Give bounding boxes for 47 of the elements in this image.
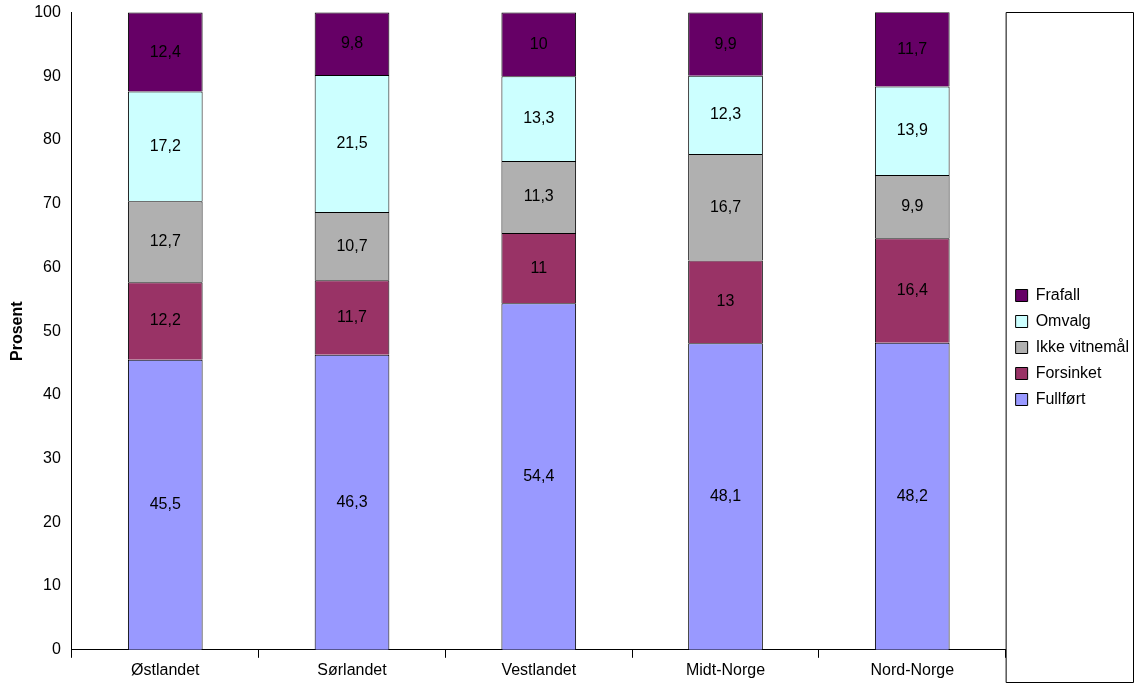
y-tick-label: 70 bbox=[43, 194, 61, 212]
x-tick-label: Nord-Norge bbox=[870, 660, 955, 678]
data-label: 11 bbox=[530, 258, 548, 276]
y-tick-label: 40 bbox=[43, 385, 61, 403]
data-label: 21,5 bbox=[336, 133, 368, 151]
data-label: 11,3 bbox=[523, 187, 554, 205]
legend-label: Frafall bbox=[1035, 285, 1081, 303]
data-label: 16,7 bbox=[709, 197, 742, 215]
data-label: 13,9 bbox=[896, 121, 928, 139]
x-tick-label: Vestlandet bbox=[501, 660, 577, 678]
y-tick-label: 80 bbox=[43, 130, 61, 148]
legend-label: Ikke vitnemål bbox=[1035, 337, 1130, 355]
data-label: 17,2 bbox=[149, 136, 181, 154]
data-label: 13,3 bbox=[523, 109, 555, 127]
data-label: 11,7 bbox=[337, 307, 368, 325]
x-tick-label: Østlandet bbox=[131, 660, 201, 678]
data-label: 16,4 bbox=[896, 280, 928, 298]
data-label: 54,4 bbox=[523, 466, 555, 484]
data-label: 13 bbox=[716, 292, 735, 310]
data-label: 46,3 bbox=[336, 492, 368, 510]
x-tick-label: Sørlandet bbox=[317, 660, 388, 678]
data-label: 11,7 bbox=[897, 39, 928, 57]
data-label: 9,9 bbox=[901, 197, 924, 215]
y-tick-label: 90 bbox=[43, 66, 61, 84]
y-tick-label: 0 bbox=[51, 640, 61, 658]
y-tick-label: 100 bbox=[34, 3, 61, 21]
data-label: 12,3 bbox=[709, 105, 742, 123]
legend-label: Fullført bbox=[1035, 389, 1086, 407]
data-label: 10 bbox=[529, 34, 548, 52]
y-tick-label: 20 bbox=[43, 512, 61, 530]
data-label: 45,5 bbox=[149, 495, 181, 513]
legend-label: Omvalg bbox=[1035, 311, 1091, 329]
y-tick-label: 30 bbox=[43, 449, 61, 467]
data-label: 12,2 bbox=[149, 311, 181, 329]
y-tick-label: 10 bbox=[43, 576, 61, 594]
data-label: 9,8 bbox=[340, 34, 364, 52]
data-label: 12,4 bbox=[149, 42, 181, 60]
data-label: 9,9 bbox=[714, 34, 737, 52]
data-label: 48,2 bbox=[896, 486, 928, 504]
data-label: 10,7 bbox=[336, 236, 368, 254]
data-label: 12,7 bbox=[149, 232, 181, 250]
y-tick-label: 60 bbox=[43, 257, 61, 275]
x-tick-label: Midt-Norge bbox=[685, 660, 766, 678]
data-label: 48,1 bbox=[709, 486, 742, 504]
y-axis-title: Prosent bbox=[8, 300, 26, 361]
y-tick-label: 50 bbox=[43, 321, 61, 339]
legend-label: Forsinket bbox=[1035, 363, 1102, 381]
